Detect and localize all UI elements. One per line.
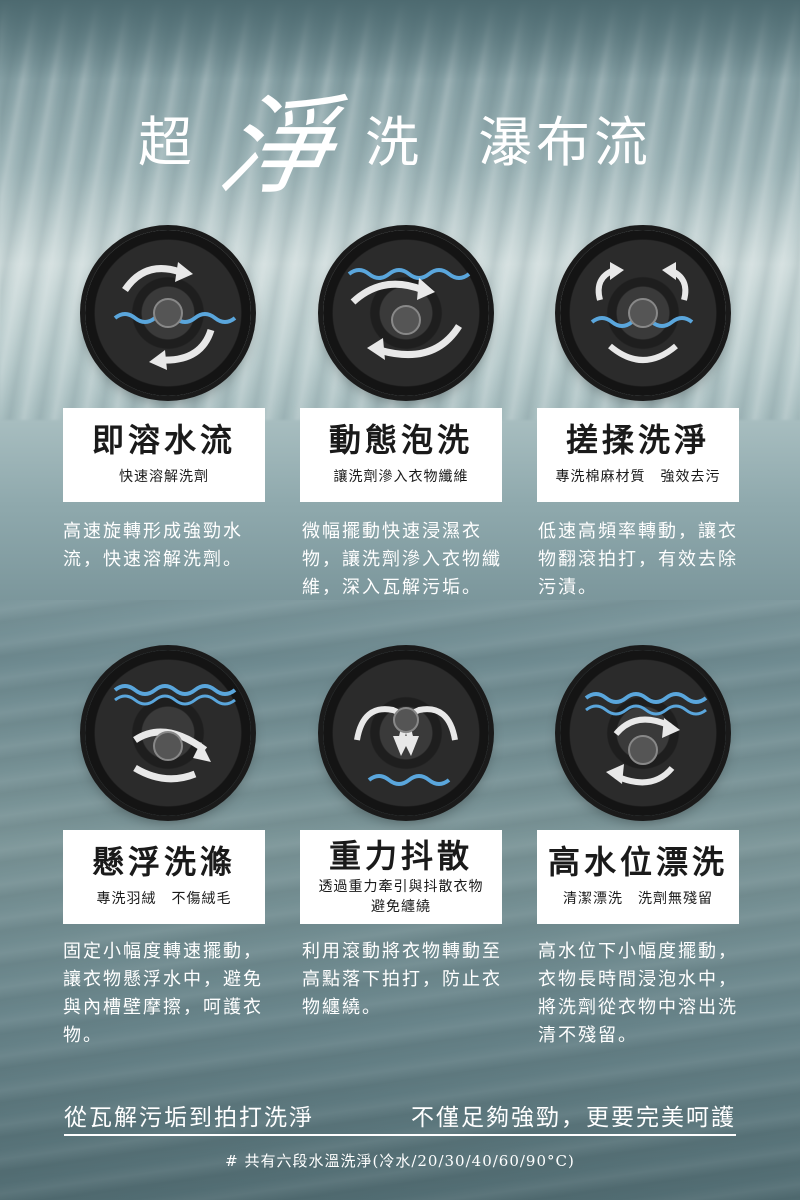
mode-description-6: 高水位下小幅度擺動，衣物長時間浸泡水中，將洗劑從衣物中溶出洗清不殘留。 [538,941,738,1046]
mode-description-5: 利用滾動將衣物轉動至高點落下拍打，防止衣物纏繞。 [302,941,502,1018]
mode-card-2: 動態泡洗 讓洗劑滲入衣物纖維 [300,408,502,502]
mode-card-5: 重力抖散 透過重力牽引與抖散衣物 避免纏繞 [300,830,502,924]
mode-card-6: 高水位漂洗 清潔漂洗 洗劑無殘留 [537,830,739,924]
tagline-left: 從瓦解污垢到拍打洗淨 [64,1105,314,1131]
title-part-3: 洗 [365,111,419,174]
mode-name: 即溶水流 [91,421,236,459]
mode-subtitle: 專洗羽絨 不傷絨毛 [96,891,232,907]
mode-subtitle: 透過重力牽引與抖散衣物 [318,879,484,895]
mode-subtitle: 清潔漂洗 洗劑無殘留 [563,891,713,907]
mode-description-2: 微幅擺動快速浸濕衣物，讓洗劑滲入衣物纖維，深入瓦解污垢。 [302,521,502,598]
footnote: # 共有六段水溫洗淨(冷水/20/30/40/60/90°C) [225,1152,575,1170]
drum-icon-gravity-shake [323,650,489,816]
mode-name: 動態泡洗 [328,421,473,459]
page-title: 超 淨 洗 瀑布流 [0,70,800,210]
drum-icon-quick-dissolve [85,230,251,396]
mode-subtitle: 快速溶解洗劑 [119,469,209,485]
mode-name: 懸浮洗滌 [91,843,236,881]
drum-icon-dynamic-soak [323,230,489,396]
mode-description-3: 低速高頻率轉動，讓衣物翻滾拍打，有效去除污漬。 [538,521,738,598]
mode-description-1: 高速旋轉形成強勁水流，快速溶解洗劑。 [63,521,243,570]
title-part-1: 超 [138,111,194,174]
tagline-underline [64,1134,736,1136]
mode-card-4: 懸浮洗滌 專洗羽絨 不傷絨毛 [63,830,265,924]
drum-icon-float-wash [85,650,251,816]
mode-name: 重力抖散 [328,837,473,875]
title-part-4: 瀑布流 [478,111,652,174]
drum-icon-rub-wash [560,230,726,396]
sky-shade [0,0,800,80]
tagline-right: 不僅足夠強勁，更要完美呵護 [411,1105,736,1131]
mode-card-3: 搓揉洗淨 專洗棉麻材質 強效去污 [537,408,739,502]
tagline: 從瓦解污垢到拍打洗淨 不僅足夠強勁，更要完美呵護 [64,1098,736,1132]
mode-subtitle-line2: 避免纏繞 [371,899,431,915]
mode-name: 搓揉洗淨 [565,421,710,459]
mode-subtitle: 專洗棉麻材質 強效去污 [555,469,721,485]
mode-description-4: 固定小幅度轉速擺動，讓衣物懸浮水中，避免與內槽壁摩擦，呵護衣物。 [63,941,263,1046]
mode-subtitle: 讓洗劑滲入衣物纖維 [333,469,469,485]
mode-name: 高水位漂洗 [547,843,728,881]
mode-card-1: 即溶水流 快速溶解洗劑 [63,408,265,502]
drum-icon-high-water-rinse [560,650,726,816]
